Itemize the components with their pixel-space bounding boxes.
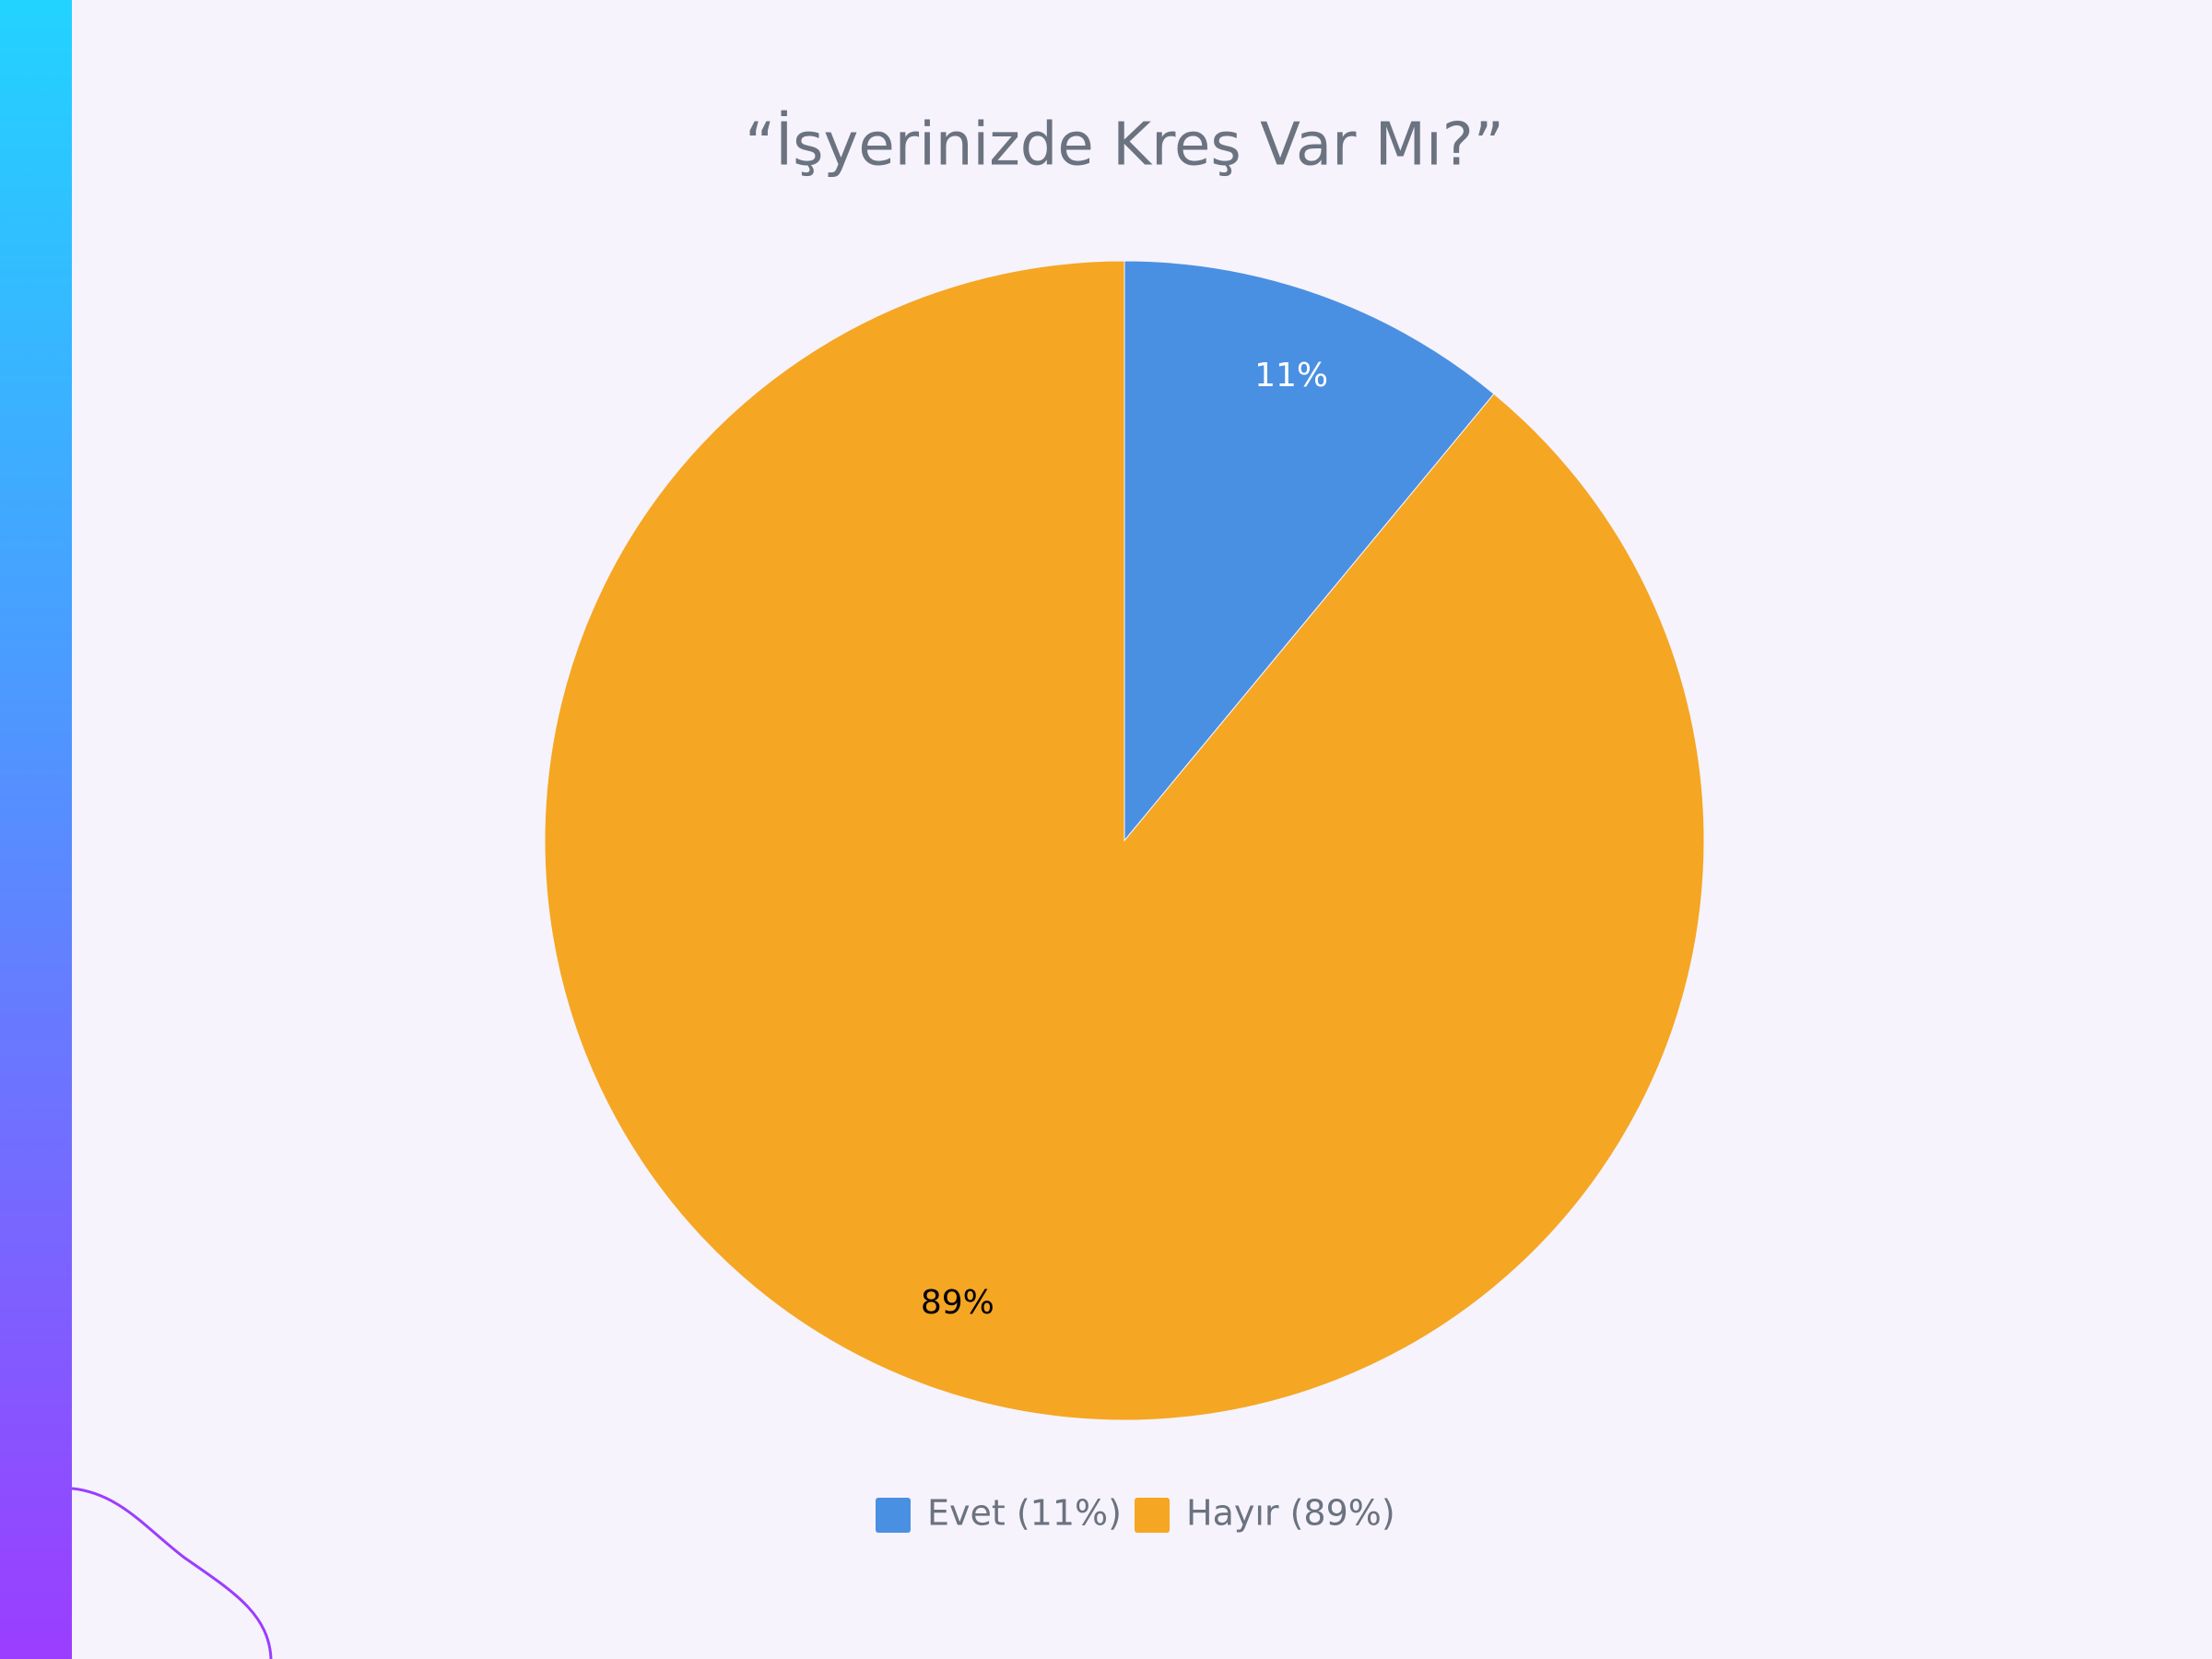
side-bar [0, 0, 72, 1659]
pie-slice [1124, 260, 1495, 842]
data-label: 11% [1254, 357, 1328, 394]
legend-label: Evet (11%) [927, 1493, 1122, 1534]
decor-curve [71, 1487, 273, 1659]
pie-slice [544, 260, 1705, 1421]
legend-label: Hayır (89%) [1186, 1493, 1395, 1534]
legend-swatch [1135, 1498, 1170, 1533]
chart-title: “İşyerinizde Kreş Var Mı?” [745, 111, 1504, 180]
legend-swatch [876, 1498, 911, 1533]
data-label: 89% [921, 1284, 994, 1322]
